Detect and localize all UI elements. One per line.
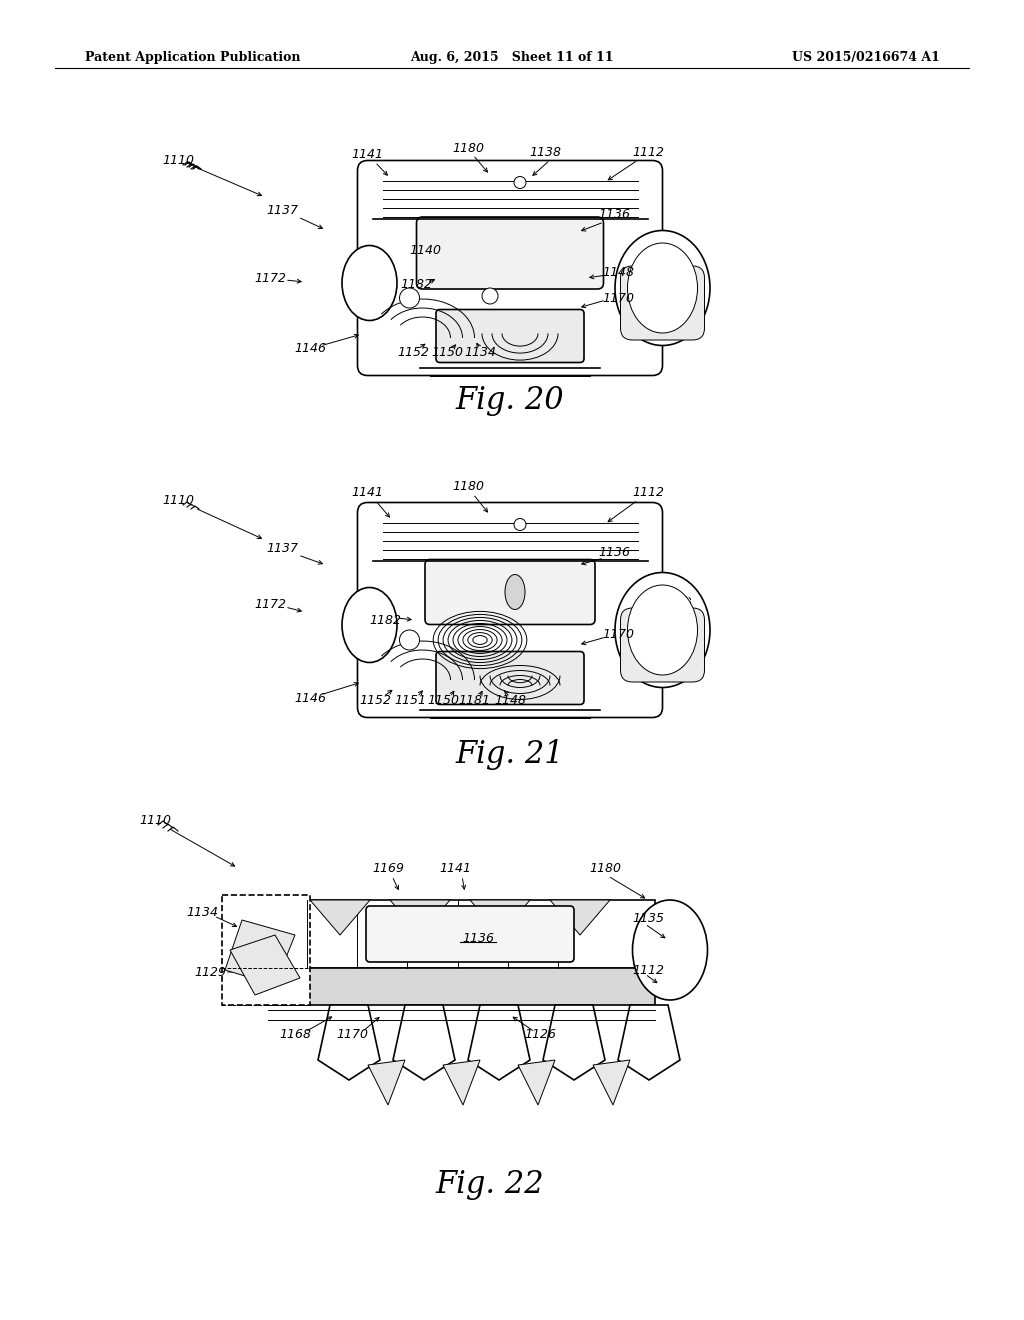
Text: 1182: 1182 [369,614,401,627]
Ellipse shape [342,246,397,321]
Text: 1150: 1150 [431,346,463,359]
Text: 1141: 1141 [351,149,383,161]
Text: 1137: 1137 [266,203,298,216]
Polygon shape [222,895,310,1005]
Text: 1150: 1150 [427,693,459,706]
FancyBboxPatch shape [357,503,663,718]
Polygon shape [310,900,370,935]
Text: 1136: 1136 [462,932,494,945]
Polygon shape [550,900,610,935]
FancyBboxPatch shape [436,652,584,705]
FancyBboxPatch shape [366,906,574,962]
Text: 1112: 1112 [632,145,664,158]
Polygon shape [468,1005,530,1080]
Text: 1168: 1168 [279,1028,311,1041]
Text: US 2015/0216674 A1: US 2015/0216674 A1 [793,51,940,65]
Polygon shape [518,1060,555,1105]
FancyBboxPatch shape [644,597,690,643]
Ellipse shape [615,231,710,346]
FancyBboxPatch shape [425,560,595,624]
Text: 1138: 1138 [529,145,561,158]
Polygon shape [593,1060,630,1105]
Polygon shape [268,900,655,968]
Ellipse shape [505,574,525,610]
Text: 1141: 1141 [351,486,383,499]
Text: 1170: 1170 [336,1028,368,1041]
Polygon shape [393,1005,455,1080]
FancyBboxPatch shape [621,267,705,341]
Text: 1169: 1169 [372,862,404,874]
Polygon shape [618,1005,680,1080]
Text: 1141: 1141 [439,862,471,874]
FancyBboxPatch shape [417,216,603,289]
Polygon shape [318,1005,380,1080]
Text: 1170: 1170 [602,628,634,642]
Text: Fig. 22: Fig. 22 [435,1170,545,1200]
Text: 1182: 1182 [400,279,432,292]
Ellipse shape [628,243,697,333]
Text: 1146: 1146 [294,692,326,705]
Text: Patent Application Publication: Patent Application Publication [85,51,300,65]
Text: Aug. 6, 2015   Sheet 11 of 11: Aug. 6, 2015 Sheet 11 of 11 [411,51,613,65]
Ellipse shape [628,585,697,675]
Text: 1126: 1126 [524,1028,556,1041]
Text: 1137: 1137 [266,541,298,554]
Text: 1135: 1135 [632,912,664,924]
Text: 1110: 1110 [139,813,171,826]
Text: 1152: 1152 [359,693,391,706]
Text: 1110: 1110 [162,494,194,507]
FancyBboxPatch shape [436,309,584,363]
Text: 1136: 1136 [598,545,630,558]
FancyBboxPatch shape [621,609,705,682]
Polygon shape [543,1005,605,1080]
Circle shape [514,519,526,531]
Text: 1152: 1152 [397,346,429,359]
Polygon shape [268,968,655,1005]
Ellipse shape [615,573,710,688]
Text: 1146: 1146 [294,342,326,355]
Text: 1134: 1134 [186,906,218,919]
Text: 1110: 1110 [162,153,194,166]
Polygon shape [390,900,450,935]
Text: 1172: 1172 [254,272,286,285]
Text: 1170: 1170 [602,292,634,305]
Text: 1180: 1180 [452,141,484,154]
Ellipse shape [633,900,708,1001]
Polygon shape [230,935,300,995]
Polygon shape [443,1060,480,1105]
Text: 1134: 1134 [464,346,496,359]
Polygon shape [225,920,295,985]
Text: Fig. 20: Fig. 20 [456,384,564,416]
Text: 1180: 1180 [452,480,484,494]
Text: 1172: 1172 [254,598,286,611]
Text: 1181: 1181 [458,693,490,706]
Text: 1140: 1140 [409,243,441,256]
Text: 1151: 1151 [394,693,426,706]
Ellipse shape [342,587,397,663]
FancyBboxPatch shape [357,161,663,375]
Circle shape [399,288,420,308]
Text: 1112: 1112 [632,964,664,977]
Circle shape [482,288,498,304]
Text: 1180: 1180 [589,862,621,874]
Text: 1136: 1136 [598,209,630,222]
Circle shape [399,630,420,649]
Text: 1148: 1148 [602,265,634,279]
Polygon shape [368,1060,406,1105]
Text: 1112: 1112 [632,486,664,499]
Text: 1129: 1129 [194,965,226,978]
Text: 1148: 1148 [494,693,526,706]
Polygon shape [470,900,530,935]
Text: Fig. 21: Fig. 21 [456,739,564,771]
Circle shape [514,177,526,189]
